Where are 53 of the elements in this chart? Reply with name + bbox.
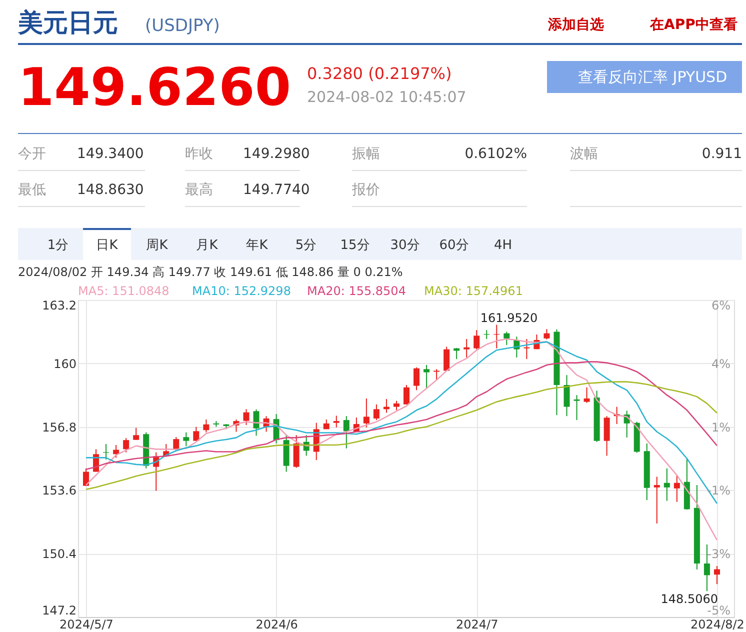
y-tick-label: 147.2 [42, 604, 76, 618]
text: 148.8630 [77, 182, 144, 198]
annotation: 148.5060 [660, 592, 718, 606]
y-tick-label: 150.4 [42, 547, 76, 562]
y-tick-label: 160 [54, 356, 76, 371]
text: 查看反向汇率 JPYUSD [578, 68, 728, 86]
text: 5分 [295, 238, 317, 253]
y2-tick-label: -3% [707, 547, 730, 562]
text: 2024-08-02 10:45:07 [307, 88, 466, 106]
x-tick-label: 2024/7 [456, 618, 498, 632]
text: 0.911 [702, 146, 742, 162]
x-tick-label: 2024/6 [256, 618, 298, 632]
text: MA10: 152.9298 [192, 284, 291, 298]
y2-tick-label: 4% [711, 356, 730, 371]
y-tick-label: 163.2 [42, 298, 76, 312]
text: 149.3400 [77, 146, 144, 162]
text: 年K [246, 238, 268, 253]
text: 30分 [390, 238, 420, 253]
text: 昨收 [185, 146, 213, 162]
text: 月K [196, 238, 218, 253]
text: 1分 [47, 238, 69, 253]
text: 0.3280 (0.2197%) [307, 64, 452, 83]
chart-subtitle: (USDJPY) [145, 16, 220, 36]
chart-title: 美元日元 [17, 8, 118, 37]
text: MA20: 155.8504 [307, 284, 406, 298]
y-tick-label: 153.6 [42, 484, 76, 498]
text: 波幅 [570, 146, 598, 162]
text: 149.2980 [243, 146, 310, 162]
text: 15分 [340, 238, 370, 253]
text: MA5: 151.0848 [78, 284, 170, 298]
text: 2024/08/02 开 149.34 高 149.77 收 149.61 低 148.86 量 0 0.21% [18, 265, 403, 279]
text: 4H [494, 238, 512, 253]
text: 在APP中查看 [649, 16, 738, 33]
y2-tick-label: 1% [711, 420, 730, 434]
text: 0.6102% [464, 146, 527, 162]
text: 最高 [185, 182, 213, 198]
text: 报价 [351, 182, 380, 198]
text: 149.6260 [18, 58, 292, 118]
text: 60分 [439, 238, 469, 253]
text: MA30: 157.4961 [424, 284, 523, 298]
y2-tick-label: -5% [707, 604, 730, 618]
text: 最低 [18, 182, 46, 198]
y2-tick-label: 6% [711, 298, 730, 312]
text: 添加自选 [547, 17, 604, 33]
text: 日K [96, 238, 118, 253]
text: 今开 [18, 146, 46, 162]
y-tick-label: 156.8 [42, 420, 76, 434]
text: 149.7740 [243, 182, 310, 198]
text: 周K [146, 238, 168, 253]
x-tick-label: 2024/5/7 [60, 618, 114, 632]
x-tick-label: 2024/8/2 [690, 618, 744, 632]
annotation: 161.9520 [480, 311, 538, 325]
text: 振幅 [352, 146, 380, 162]
